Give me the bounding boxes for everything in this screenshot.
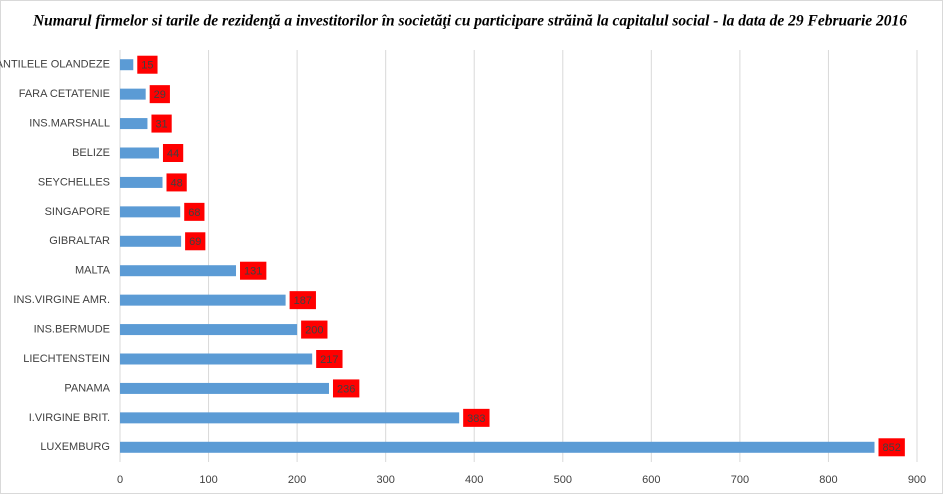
data-label: 383 xyxy=(467,413,485,425)
bar xyxy=(120,206,181,218)
y-tick-label: FARA CETATENIE xyxy=(19,88,110,100)
bar xyxy=(120,147,159,159)
data-label: 131 xyxy=(244,266,262,278)
data-label-box xyxy=(332,379,360,398)
bar xyxy=(120,88,146,100)
bar xyxy=(120,265,237,277)
bar xyxy=(120,353,313,365)
data-label-box xyxy=(878,438,905,457)
data-label-box xyxy=(185,232,206,251)
x-tick-label: 200 xyxy=(288,474,306,486)
y-tick-label: SEYCHELLES xyxy=(38,176,110,188)
data-label-box xyxy=(463,408,490,427)
bar xyxy=(120,412,460,424)
data-label: 68 xyxy=(188,207,200,219)
x-tick-label: 700 xyxy=(731,474,749,486)
x-tick-label: 900 xyxy=(908,474,926,486)
data-label-box xyxy=(166,173,187,192)
x-tick-label: 300 xyxy=(376,474,394,486)
x-tick-label: 600 xyxy=(642,474,660,486)
x-tick-label: 800 xyxy=(819,474,837,486)
data-label-box xyxy=(162,144,184,162)
data-label-box xyxy=(316,350,343,368)
y-tick-label: ANTILELE OLANDEZE xyxy=(0,59,110,71)
data-label: 200 xyxy=(305,324,323,336)
x-tick-label: 500 xyxy=(554,474,572,486)
bar xyxy=(120,382,329,394)
y-tick-label: I.VIRGINE BRIT. xyxy=(29,412,110,424)
bar xyxy=(120,441,875,453)
data-label-box xyxy=(184,202,205,221)
data-label: 48 xyxy=(171,177,183,189)
data-label-box xyxy=(289,291,316,310)
x-tick-label: 0 xyxy=(117,474,123,486)
bar xyxy=(120,235,182,247)
data-label: 44 xyxy=(167,148,179,160)
data-label: 217 xyxy=(320,354,338,366)
bar xyxy=(120,324,298,336)
y-tick-label: INS.BERMUDE xyxy=(34,323,110,335)
y-tick-label: LUXEMBURG xyxy=(40,441,110,453)
x-tick-label: 100 xyxy=(199,474,217,486)
y-tick-label: INS.VIRGINE AMR. xyxy=(13,294,110,306)
bar xyxy=(120,118,148,130)
data-label: 187 xyxy=(294,295,312,307)
bar xyxy=(120,176,163,188)
y-tick-label: SINGAPORE xyxy=(45,206,110,218)
data-label: 236 xyxy=(337,383,355,395)
data-label-box xyxy=(149,85,170,104)
data-label: 15 xyxy=(141,60,153,72)
y-tick-label: LIECHTENSTEIN xyxy=(23,353,110,365)
data-label: 852 xyxy=(882,442,900,454)
data-label-box xyxy=(151,114,172,133)
bar xyxy=(120,59,134,71)
y-tick-label: PANAMA xyxy=(64,382,110,394)
x-tick-label: 400 xyxy=(465,474,483,486)
y-tick-label: BELIZE xyxy=(72,147,110,159)
y-tick-label: INS.MARSHALL xyxy=(29,117,110,129)
chart-title: Numarul firmelor si tarile de rezidenţă … xyxy=(32,13,907,30)
y-tick-label: MALTA xyxy=(75,265,111,277)
data-label: 29 xyxy=(154,89,166,101)
data-label-box xyxy=(301,320,328,339)
data-label-box xyxy=(240,261,267,280)
y-tick-label: GIBRALTAR xyxy=(49,235,110,247)
bar xyxy=(120,294,286,306)
data-label: 31 xyxy=(155,118,167,130)
data-label: 69 xyxy=(189,236,201,248)
data-label-box xyxy=(137,55,158,74)
